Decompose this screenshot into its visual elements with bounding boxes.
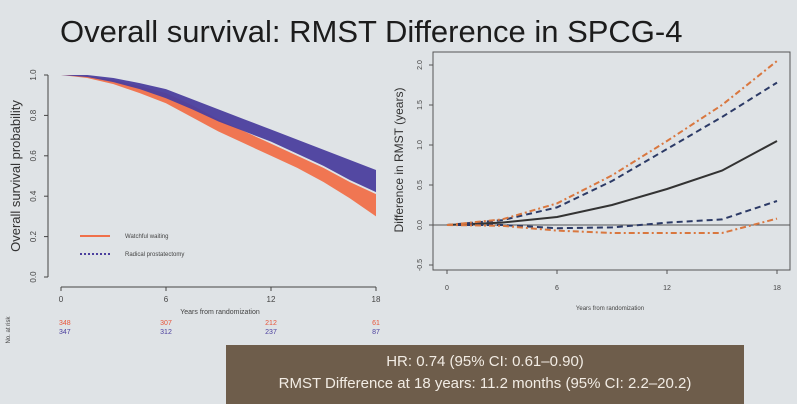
x-tick-label: 6 [164, 295, 169, 304]
risk-count: 61 [372, 320, 380, 327]
y-tick-label: 0.6 [29, 150, 38, 162]
y-tick-label: 1.0 [417, 140, 424, 150]
legend-label: Radical prostatectomy [125, 252, 184, 258]
summary-box: HR: 0.74 (95% CI: 0.61–0.90) RMST Differ… [226, 345, 744, 404]
risk-count: 347 [59, 329, 71, 336]
risk-count: 212 [265, 320, 277, 327]
y-axis-label: Overall survival probability [8, 100, 23, 252]
x-tick-label: 0 [445, 285, 449, 292]
x-axis-label: Years from randomization [576, 306, 644, 312]
x-axis-label: Years from randomization [180, 309, 260, 316]
y-tick-label: 1.0 [29, 69, 38, 81]
rmst-line-3 [446, 60, 778, 226]
risk-count: 312 [160, 329, 172, 336]
y-tick-label: -0.5 [417, 259, 424, 271]
x-tick-label: 12 [663, 285, 671, 292]
survival-band-0 [61, 75, 376, 217]
legend-label: Watchful waiting [125, 234, 168, 240]
slide-title: Overall survival: RMST Difference in SPC… [60, 14, 683, 49]
risk-count: 307 [160, 320, 172, 327]
x-tick-label: 18 [773, 285, 781, 292]
y-tick-label: 0.4 [29, 190, 38, 202]
risk-count: 87 [372, 329, 380, 336]
rmst-line-4 [446, 217, 778, 234]
x-tick-label: 6 [555, 285, 559, 292]
risk-table-label: No. at risk [6, 316, 12, 344]
y-tick-label: 0.0 [29, 271, 38, 283]
rmst-line-2 [447, 200, 778, 230]
x-tick-label: 0 [59, 295, 64, 304]
rmst-difference-text: RMST Difference at 18 years: 11.2 months… [278, 375, 692, 392]
rmst-line-0 [446, 140, 778, 226]
plot-frame [432, 51, 791, 271]
hazard-ratio-text: HR: 0.74 (95% CI: 0.61–0.90) [386, 353, 584, 370]
y-tick-label: 0.2 [29, 230, 38, 242]
y-tick-label: 0.5 [417, 180, 424, 190]
risk-count: 237 [265, 329, 277, 336]
y-tick-label: 2.0 [417, 60, 424, 70]
y-tick-label: 1.5 [417, 100, 424, 110]
rmst-line-1 [446, 81, 778, 226]
x-tick-label: 12 [267, 295, 276, 304]
x-tick-label: 18 [372, 295, 381, 304]
y-axis-label: Difference in RMST (years) [392, 88, 406, 233]
y-tick-label: 0.8 [29, 109, 38, 121]
risk-count: 348 [59, 320, 71, 327]
y-tick-label: 0.0 [417, 220, 424, 230]
